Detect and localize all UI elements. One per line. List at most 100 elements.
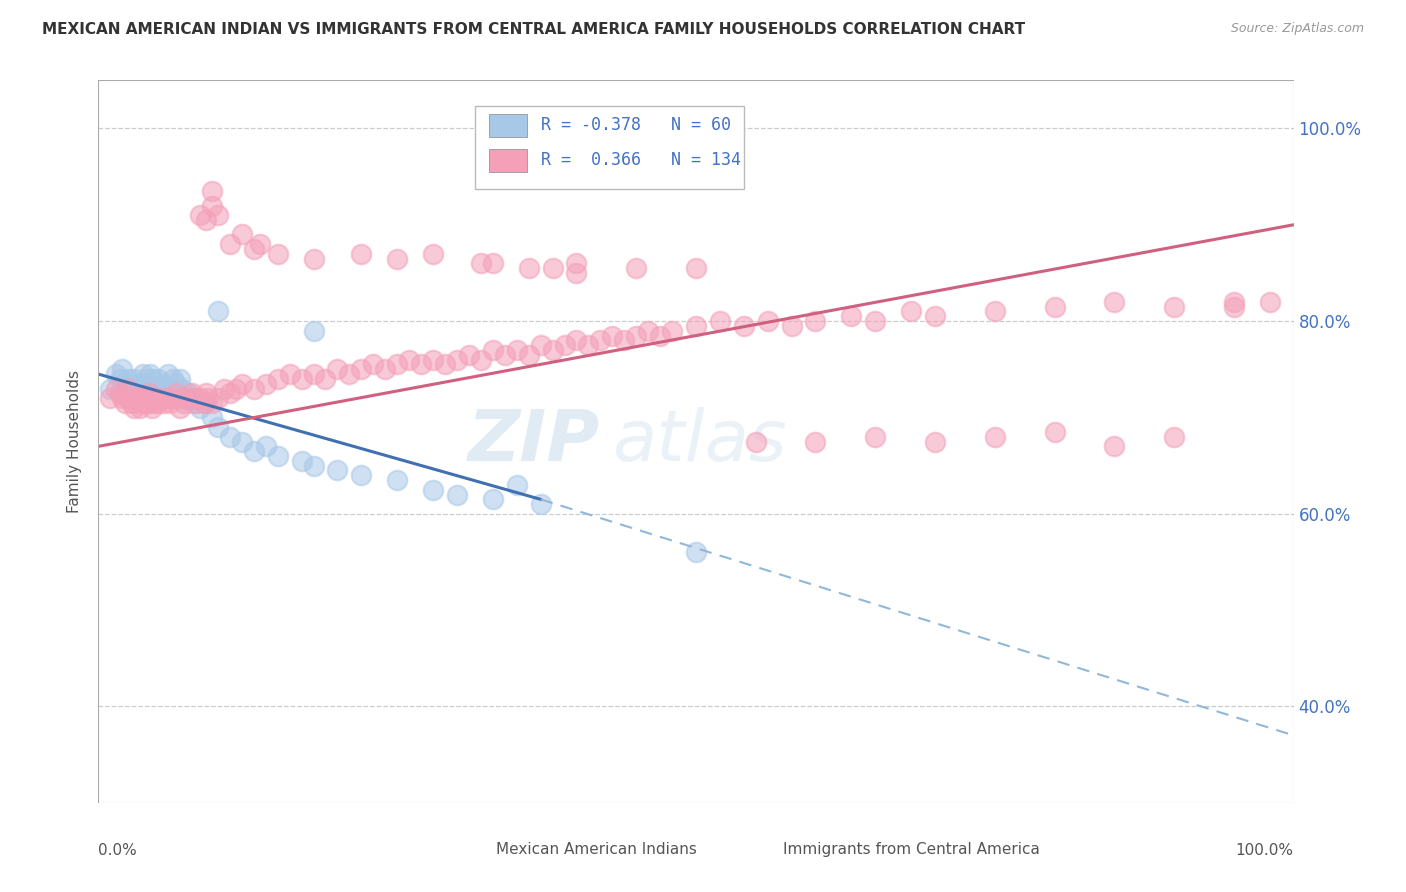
Point	[153, 396, 176, 410]
Point	[141, 401, 163, 415]
Point	[117, 372, 139, 386]
Point	[924, 310, 946, 324]
Point	[733, 318, 755, 333]
Point	[267, 449, 290, 463]
Point	[302, 458, 325, 473]
Point	[132, 391, 155, 405]
Point	[984, 304, 1007, 318]
Point	[207, 208, 229, 222]
Point	[613, 334, 636, 348]
Point	[153, 376, 176, 391]
Point	[865, 314, 887, 328]
FancyBboxPatch shape	[475, 105, 744, 189]
Point	[385, 473, 409, 487]
Point	[243, 444, 266, 458]
Point	[124, 372, 146, 386]
Point	[177, 386, 200, 401]
Point	[121, 396, 143, 410]
Point	[530, 497, 553, 511]
Point	[446, 352, 468, 367]
Point	[131, 367, 153, 381]
Point	[201, 410, 224, 425]
Point	[1223, 294, 1246, 309]
Point	[129, 376, 152, 391]
Point	[148, 372, 170, 386]
Point	[709, 314, 731, 328]
Point	[138, 386, 160, 401]
Point	[165, 376, 187, 391]
Point	[374, 362, 396, 376]
Point	[124, 386, 146, 401]
Point	[685, 545, 707, 559]
Point	[201, 396, 224, 410]
Text: ZIP: ZIP	[468, 407, 600, 476]
Point	[173, 396, 195, 410]
Point	[1163, 430, 1185, 444]
Point	[148, 396, 170, 410]
Point	[135, 372, 157, 386]
Point	[165, 391, 187, 405]
Point	[121, 376, 143, 391]
Point	[139, 367, 162, 381]
Point	[156, 367, 179, 381]
Point	[517, 348, 540, 362]
Point	[278, 367, 301, 381]
Point	[350, 246, 373, 260]
Point	[143, 382, 166, 396]
Point	[180, 386, 202, 401]
Point	[125, 382, 148, 396]
Point	[195, 396, 218, 410]
Point	[207, 420, 229, 434]
Point	[159, 382, 181, 396]
Point	[177, 391, 200, 405]
Point	[145, 391, 167, 405]
Point	[506, 478, 529, 492]
Point	[149, 391, 172, 405]
Point	[132, 382, 155, 396]
Point	[470, 256, 492, 270]
Point	[541, 261, 564, 276]
Point	[143, 396, 166, 410]
Point	[554, 338, 576, 352]
Point	[291, 454, 314, 468]
Point	[517, 261, 540, 276]
Point	[219, 237, 242, 252]
Point	[201, 184, 224, 198]
Text: Immigrants from Central America: Immigrants from Central America	[783, 841, 1040, 856]
Point	[162, 372, 184, 386]
Point	[446, 487, 468, 501]
Point	[541, 343, 564, 357]
Point	[350, 362, 373, 376]
Point	[481, 492, 505, 507]
Point	[117, 391, 139, 405]
Point	[434, 358, 457, 372]
Point	[114, 396, 136, 410]
Point	[193, 396, 215, 410]
Point	[626, 261, 648, 276]
Text: 0.0%: 0.0%	[98, 843, 138, 857]
Point	[207, 391, 229, 405]
Text: R = -0.378   N = 60: R = -0.378 N = 60	[541, 116, 731, 134]
Point	[135, 391, 157, 405]
Point	[302, 252, 325, 266]
Text: 100.0%: 100.0%	[1236, 843, 1294, 857]
FancyBboxPatch shape	[489, 149, 527, 172]
Point	[141, 372, 163, 386]
Point	[186, 396, 208, 410]
Point	[156, 391, 179, 405]
Point	[188, 401, 211, 415]
Point	[422, 483, 444, 497]
Point	[105, 382, 128, 396]
Text: Mexican American Indians: Mexican American Indians	[496, 841, 697, 856]
Point	[637, 324, 659, 338]
Point	[249, 237, 271, 252]
Point	[302, 367, 325, 381]
Point	[1223, 300, 1246, 314]
Point	[172, 382, 194, 396]
Point	[124, 391, 146, 405]
Point	[626, 328, 648, 343]
Point	[219, 386, 242, 401]
Point	[195, 386, 218, 401]
Point	[804, 314, 827, 328]
Point	[169, 401, 191, 415]
